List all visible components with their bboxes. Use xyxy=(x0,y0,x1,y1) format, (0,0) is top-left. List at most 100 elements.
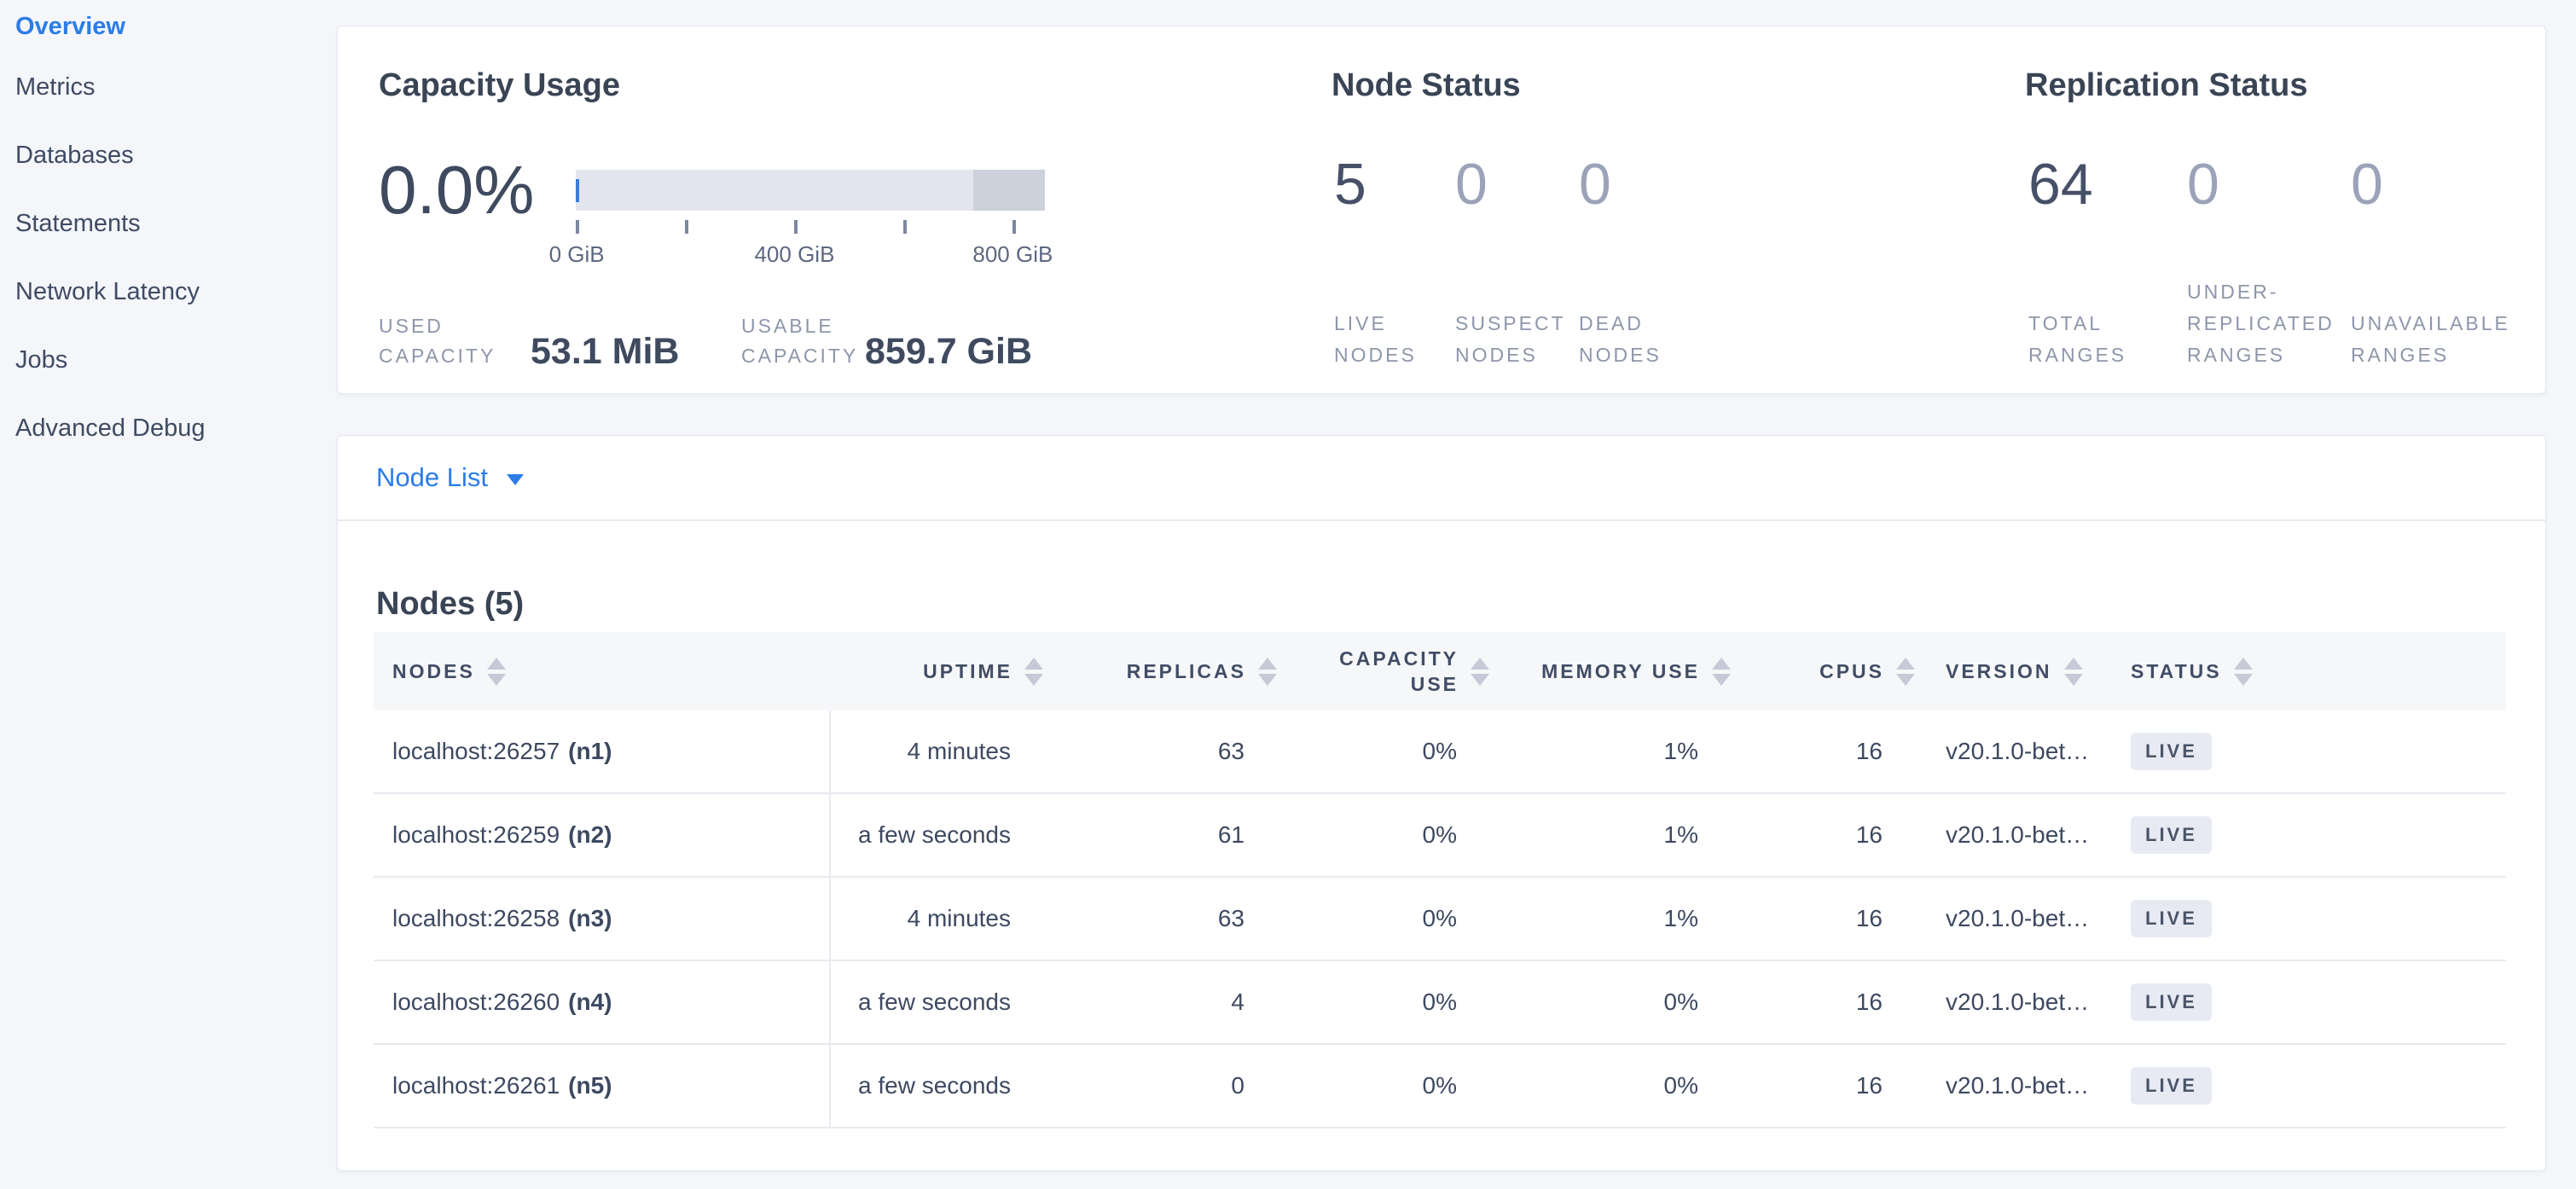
memory-use-cell: 0% xyxy=(1663,989,1698,1015)
capacity-percent: 0.0% xyxy=(379,152,535,228)
table-row[interactable]: localhost:26258 (n3) 4 minutes 63 0% 1% 1… xyxy=(374,878,2506,961)
table-row[interactable]: localhost:26259 (n2) a few seconds 61 0% … xyxy=(374,794,2506,878)
capacity-use-cell: 0% xyxy=(1422,905,1457,931)
column-header-cpus[interactable]: CPUS xyxy=(1738,632,1922,710)
axis-tick xyxy=(793,220,798,234)
column-header-capacity-use[interactable]: CAPACITY USE xyxy=(1284,632,1496,710)
axis-tick xyxy=(1012,220,1016,234)
sidebar-item-advanced-debug[interactable]: Advanced Debug xyxy=(15,414,206,442)
suspect-nodes-label: SUSPECT NODES xyxy=(1455,312,1566,366)
uptime-cell: a few seconds xyxy=(858,1072,1011,1099)
uptime-cell: 4 minutes xyxy=(907,905,1011,931)
axis-tick-label: 800 GiB xyxy=(972,241,1053,267)
axis-tick xyxy=(902,220,907,234)
column-header-replicas[interactable]: REPLICAS xyxy=(1050,632,1284,710)
memory-use-cell: 0% xyxy=(1663,1072,1698,1099)
version-cell: v20.1.0-bet… xyxy=(1946,1072,2090,1099)
table-row[interactable]: localhost:26260 (n4) a few seconds 4 0% 0… xyxy=(374,961,2506,1045)
node-address-cell: localhost:26261 (n5) xyxy=(374,1045,831,1127)
cpus-cell: 16 xyxy=(1855,905,1883,931)
status-badge: LIVE xyxy=(2131,1067,2212,1105)
status-badge: LIVE xyxy=(2131,900,2212,937)
capacity-use-cell: 0% xyxy=(1422,1072,1457,1099)
sidebar-item-databases[interactable]: Databases xyxy=(15,141,134,169)
version-cell: v20.1.0-bet… xyxy=(1946,738,2090,764)
sort-icon xyxy=(1258,657,1277,686)
uptime-cell: 4 minutes xyxy=(907,738,1011,764)
sort-icon xyxy=(2233,657,2253,686)
axis-tick-label: 0 GiB xyxy=(548,241,605,267)
memory-use-cell: 1% xyxy=(1663,821,1698,848)
sidebar: Overview Metrics Databases Statements Ne… xyxy=(0,0,337,1189)
cpus-cell: 16 xyxy=(1855,1072,1883,1099)
under-replicated-ranges-value: 0 xyxy=(2187,152,2219,217)
table-row[interactable]: localhost:26261 (n5) a few seconds 0 0% 0… xyxy=(374,1045,2506,1128)
status-cell: LIVE xyxy=(2097,878,2506,960)
capacity-use-cell: 0% xyxy=(1422,821,1457,848)
node-list-dropdown-label: Node List xyxy=(376,462,488,492)
sort-icon xyxy=(1712,657,1731,686)
node-status-title: Node Status xyxy=(1332,67,1521,103)
column-header-uptime[interactable]: UPTIME xyxy=(831,632,1050,710)
table-row[interactable]: localhost:26257 (n1) 4 minutes 63 0% 1% 1… xyxy=(374,710,2506,794)
column-header-nodes[interactable]: NODES xyxy=(374,632,831,710)
under-replicated-ranges-label: UNDER-REPLICATED RANGES xyxy=(2187,281,2335,366)
cpus-cell: 16 xyxy=(1855,989,1883,1015)
suspect-nodes-value: 0 xyxy=(1455,152,1488,217)
unavailable-ranges-label: UNAVAILABLE RANGES xyxy=(2351,312,2510,366)
used-capacity-value: 53.1 MiB xyxy=(531,331,680,372)
capacity-use-cell: 0% xyxy=(1422,738,1457,764)
total-ranges-value: 64 xyxy=(2028,152,2093,217)
capacity-use-cell: 0% xyxy=(1422,989,1457,1015)
status-badge: LIVE xyxy=(2131,733,2212,770)
column-header-status[interactable]: STATUS xyxy=(2097,632,2506,710)
column-header-version[interactable]: VERSION xyxy=(1922,632,2097,710)
capacity-usable-segment xyxy=(576,170,973,211)
cluster-summary-card: Capacity Usage 0.0% 0 GiB 400 GiB 800 Gi… xyxy=(337,26,2546,394)
sort-icon xyxy=(2063,657,2083,686)
memory-use-cell: 1% xyxy=(1663,905,1698,931)
cpus-cell: 16 xyxy=(1855,821,1883,848)
capacity-other-segment xyxy=(972,170,1045,211)
dead-nodes-label: DEAD NODES xyxy=(1579,312,1662,366)
nodes-table: NODES UPTIME REPLICAS CAPACITY USE MEMOR… xyxy=(374,632,2506,1128)
capacity-used-marker xyxy=(576,179,579,202)
status-cell: LIVE xyxy=(2097,1045,2506,1127)
replicas-cell: 0 xyxy=(1231,1072,1244,1099)
version-cell: v20.1.0-bet… xyxy=(1946,821,2090,848)
sidebar-item-jobs[interactable]: Jobs xyxy=(15,345,68,374)
sort-icon xyxy=(1024,657,1043,686)
status-cell: LIVE xyxy=(2097,961,2506,1043)
live-nodes-value: 5 xyxy=(1334,152,1366,217)
axis-tick-label: 400 GiB xyxy=(754,241,835,267)
uptime-cell: a few seconds xyxy=(858,821,1011,848)
status-badge: LIVE xyxy=(2131,816,2212,854)
sidebar-item-overview[interactable]: Overview xyxy=(15,12,125,40)
sidebar-item-network-latency[interactable]: Network Latency xyxy=(15,277,200,305)
replication-status-title: Replication Status xyxy=(2025,67,2308,103)
status-cell: LIVE xyxy=(2097,710,2506,792)
node-address-cell: localhost:26257 (n1) xyxy=(374,710,831,792)
chevron-down-icon xyxy=(506,473,524,485)
replicas-cell: 63 xyxy=(1217,738,1244,764)
usable-capacity-value: 859.7 GiB xyxy=(865,331,1032,372)
node-address-cell: localhost:26260 (n4) xyxy=(374,961,831,1043)
usable-capacity-label: USABLE CAPACITY xyxy=(741,315,859,367)
replicas-cell: 61 xyxy=(1217,821,1244,848)
sort-icon xyxy=(486,657,506,686)
status-badge: LIVE xyxy=(2131,983,2212,1021)
axis-tick xyxy=(684,220,688,234)
capacity-metrics: USED CAPACITY 53.1 MiB USABLE CAPACITY 8… xyxy=(379,311,1032,372)
node-list-dropdown[interactable]: Node List xyxy=(338,436,2545,521)
capacity-usage-title: Capacity Usage xyxy=(379,67,621,103)
capacity-bar-chart: 0 GiB 400 GiB 800 GiB xyxy=(549,170,1053,281)
sidebar-item-metrics[interactable]: Metrics xyxy=(15,72,96,101)
status-cell: LIVE xyxy=(2097,794,2506,876)
node-address-cell: localhost:26258 (n3) xyxy=(374,878,831,960)
unavailable-ranges-value: 0 xyxy=(2351,152,2383,217)
replication-status-section: Replication Status 64 TOTAL RANGES 0 UND… xyxy=(2025,26,2547,393)
sidebar-item-statements[interactable]: Statements xyxy=(15,209,141,237)
replicas-cell: 4 xyxy=(1231,989,1244,1015)
column-header-memory-use[interactable]: MEMORY USE xyxy=(1496,632,1738,710)
version-cell: v20.1.0-bet… xyxy=(1946,989,2090,1015)
